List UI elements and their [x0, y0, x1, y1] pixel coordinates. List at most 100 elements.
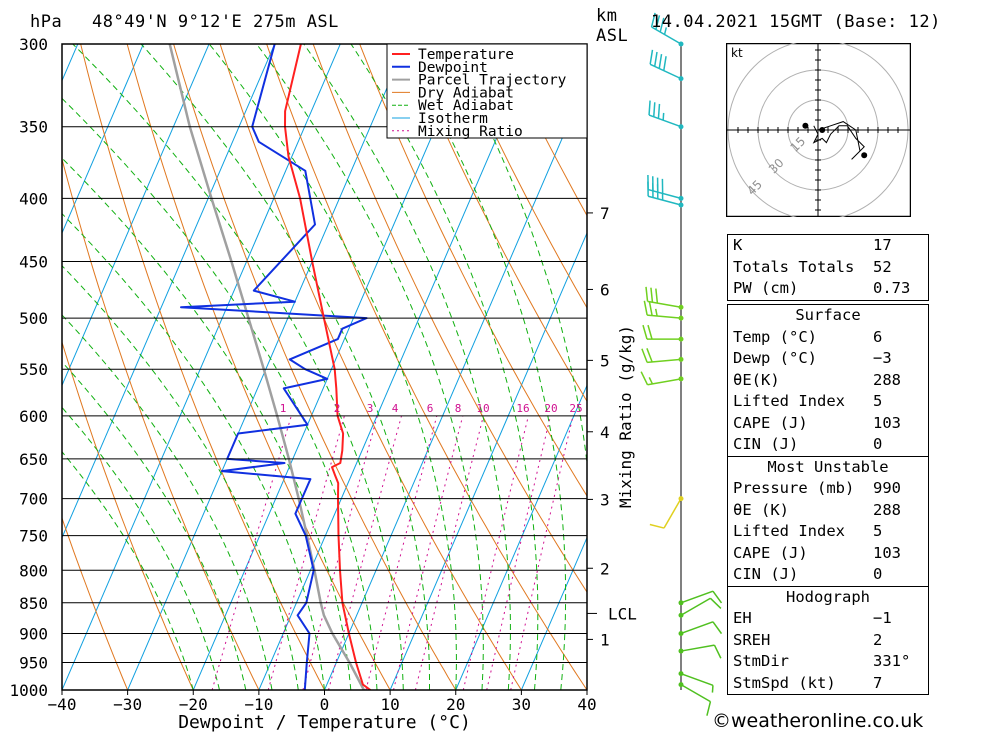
wind-barb-staff	[647, 358, 682, 364]
plot-frame	[61, 43, 588, 691]
mixing-ratio-axis-label: Mixing Ratio (g/kg)	[616, 325, 635, 508]
dry-adiabat-line	[62, 340, 194, 690]
wind-barb-flag	[653, 51, 658, 67]
legend-entry: Parcel Trajectory	[418, 73, 567, 89]
x-tick-label: 10	[380, 695, 399, 714]
wind-barb	[642, 324, 684, 342]
isotherm-line	[520, 536, 587, 690]
wet-adiabat-line	[62, 157, 352, 690]
wind-barb-flag	[655, 15, 661, 30]
mixing-ratio-label: 8	[455, 402, 462, 415]
x-tick-label: 30	[512, 695, 531, 714]
wind-barb-staff	[663, 498, 682, 529]
pressure-tick-label: 500	[19, 309, 48, 328]
km-tick-label: 5	[600, 351, 610, 370]
wind-barb	[649, 496, 684, 529]
mixing-ratio-label: 4	[392, 402, 399, 415]
wind-barb-half-flag	[648, 377, 654, 385]
wind-barb	[678, 671, 714, 693]
isotherm-line	[62, 44, 276, 539]
pressure-tick-label: 400	[19, 189, 48, 208]
surface-row: Dewp (°C) −3	[733, 349, 892, 367]
wind-barb-flag	[641, 348, 648, 363]
mu-row: CIN (J) 0	[733, 565, 883, 583]
surface-row: θE(K) 288	[733, 370, 901, 389]
copyright-footer: ©weatheronline.co.uk	[712, 710, 924, 732]
hodo-row: SREH 2	[733, 630, 883, 649]
legend-entry: Isotherm	[418, 111, 488, 127]
wind-barb-staff	[680, 621, 714, 635]
wind-barb-staff	[649, 63, 682, 80]
legend-entry: Dry Adiabat	[418, 85, 514, 101]
wet-adiabat-line	[62, 314, 273, 690]
wind-barb-flag	[706, 701, 712, 716]
pressure-tick-label: 550	[19, 360, 48, 379]
hodograph-marker	[819, 127, 826, 133]
wind-barb-flag	[642, 324, 648, 340]
wind-barb-flag	[659, 17, 665, 33]
wind-barb-flag	[640, 371, 649, 386]
wet-adiabat-line	[62, 97, 378, 690]
wind-barb-staff	[680, 590, 714, 604]
wind-barb-flag	[647, 324, 653, 340]
hodo-row: StmDir 331°	[733, 652, 911, 670]
wind-barb-staff	[648, 114, 682, 128]
pressure-tick-label: 800	[19, 561, 48, 580]
isotherm-line	[62, 44, 144, 235]
isotherm-line	[62, 44, 210, 387]
mixing-ratio-label: 16	[516, 402, 529, 415]
pressure-tick-label: 900	[19, 624, 48, 643]
wind-barb	[649, 49, 684, 82]
wind-barb	[650, 12, 684, 47]
wind-barb-flag	[649, 523, 665, 529]
surface-row: CAPE (J) 103	[733, 413, 901, 432]
dry-adiabat-line	[62, 688, 63, 690]
mixing-ratio-label: 6	[427, 402, 434, 415]
km-tick-label: 3	[600, 490, 610, 509]
asl-label: ASL	[596, 26, 629, 46]
wind-barb-staff	[680, 683, 711, 703]
wind-barb-flag	[658, 53, 663, 69]
pressure-tick-label: 950	[19, 653, 48, 672]
km-tick-label: 7	[600, 204, 610, 223]
surface-row: Lifted Index 5	[733, 392, 883, 410]
wind-barb-flag	[650, 12, 656, 28]
x-axis-label: Dewpoint / Temperature (°C)	[178, 712, 471, 733]
wind-barb-staff	[647, 314, 682, 319]
mixing-ratio-label: 10	[476, 402, 489, 415]
hodograph-marker	[861, 152, 868, 159]
wind-barb-staff	[651, 26, 682, 45]
wind-barb-flag	[712, 590, 723, 604]
wind-barb-flag	[657, 103, 661, 119]
pressure-tick-label: 700	[19, 490, 48, 509]
dry-adiabat-line	[80, 44, 325, 690]
km-tick-label: 4	[600, 423, 610, 442]
wet-adiabat-line	[62, 406, 220, 690]
wind-barb-flag	[648, 301, 653, 316]
isotherm-line	[62, 44, 341, 690]
wind-barb-staff	[647, 378, 682, 386]
dry-adiabat-line	[984, 7, 1000, 690]
legend-entry: Wet Adiabat	[418, 98, 514, 114]
mu-row: Pressure (mb) 990	[733, 479, 901, 497]
hodograph: kt 15 30 45	[725, 39, 912, 221]
wind-barb-flag	[709, 597, 722, 609]
wind-barb-staff	[680, 672, 714, 686]
wind-barb-flag	[653, 102, 656, 117]
index-table-top: K 17 Totals Totals 52 PW (cm) 0.73	[727, 234, 929, 301]
pressure-tick-label: 450	[19, 253, 48, 272]
mu-row: Lifted Index 5	[733, 522, 883, 540]
wind-barb-staff	[680, 597, 711, 616]
pressure-tick-label: 300	[19, 35, 48, 54]
wind-barb-half-flag	[711, 685, 714, 693]
wind-barb-half-flag	[663, 27, 668, 35]
pressure-tick-label: 650	[19, 450, 48, 469]
hpa-label: hPa	[30, 12, 63, 32]
mixing-ratio-label: 3	[367, 402, 374, 415]
mu-row: θE (K) 288	[733, 500, 901, 519]
datetime-title: 14.04.2021 15GMT (Base: 12)	[651, 12, 941, 32]
mixing-ratio-label: 2	[334, 402, 341, 415]
pressure-tick-label: 1000	[9, 681, 48, 700]
